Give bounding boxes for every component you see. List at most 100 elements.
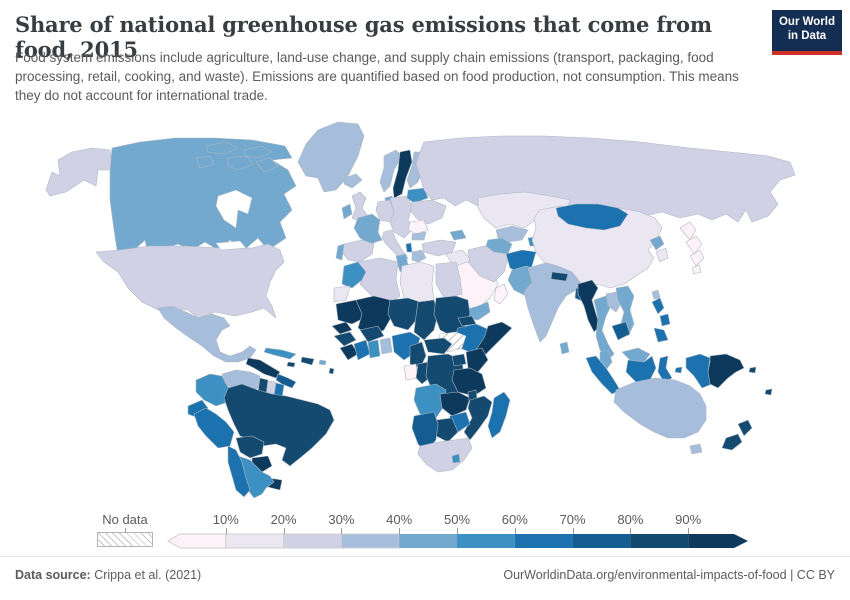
- legend-segment[interactable]: [572, 534, 631, 548]
- country-iceland[interactable]: [343, 173, 363, 189]
- country-kenya[interactable]: [465, 347, 489, 373]
- country-romania[interactable]: [407, 219, 429, 235]
- country-brazil[interactable]: [223, 383, 335, 467]
- country-central-african-republic[interactable]: [423, 337, 453, 355]
- country-turkey[interactable]: [421, 239, 457, 257]
- country-chile[interactable]: [227, 445, 251, 498]
- country-tanzania[interactable]: [451, 367, 487, 397]
- country-ghana[interactable]: [367, 339, 381, 359]
- country-niger[interactable]: [387, 297, 421, 331]
- country-ivory-coast[interactable]: [353, 339, 371, 361]
- country-cuba[interactable]: [263, 347, 297, 360]
- country-norway[interactable]: [379, 149, 403, 193]
- great-lakes: [215, 240, 247, 251]
- country-albania[interactable]: [405, 242, 413, 253]
- country-cameroon[interactable]: [409, 341, 427, 369]
- footer-separator: |: [790, 568, 794, 582]
- country-china[interactable]: [531, 205, 663, 291]
- country-lesser-antilles[interactable]: [328, 367, 335, 375]
- country-alaska[interactable]: [45, 147, 113, 197]
- legend-segment[interactable]: [514, 534, 573, 548]
- legend-tick-label: 30%: [328, 512, 355, 527]
- legend-segment[interactable]: [630, 534, 689, 548]
- legend-segment[interactable]: [399, 534, 457, 548]
- country-bulgaria[interactable]: [411, 231, 427, 241]
- country-somalia[interactable]: [475, 321, 513, 361]
- country-greenland[interactable]: [297, 121, 365, 193]
- legend-tick-label: 60%: [501, 512, 528, 527]
- owid-link[interactable]: OurWorldinData.org/environmental-impacts…: [503, 568, 787, 582]
- country-peru[interactable]: [193, 407, 235, 449]
- country-australia[interactable]: [613, 377, 707, 455]
- country-south-africa[interactable]: [417, 437, 473, 473]
- country-taiwan[interactable]: [651, 289, 661, 300]
- country-oman[interactable]: [493, 283, 509, 305]
- country-jamaica[interactable]: [286, 361, 296, 368]
- country-togo-benin[interactable]: [379, 337, 393, 355]
- country-usa[interactable]: [95, 243, 285, 319]
- country-egypt[interactable]: [435, 261, 463, 299]
- legend-tick-label: 50%: [443, 512, 471, 527]
- country-spain[interactable]: [341, 239, 375, 263]
- country-western-sahara[interactable]: [333, 285, 351, 303]
- country-sweden[interactable]: [392, 149, 413, 199]
- country-mongolia[interactable]: [555, 203, 629, 231]
- country-ukraine[interactable]: [409, 199, 447, 225]
- country-chad[interactable]: [413, 299, 439, 341]
- country-zambia[interactable]: [439, 391, 471, 417]
- country-canada-arctic-islands[interactable]: [195, 141, 279, 173]
- country-cambodia[interactable]: [611, 321, 631, 341]
- country-fiji[interactable]: [764, 388, 773, 396]
- country-solomon-islands[interactable]: [748, 366, 757, 374]
- country-belarus-baltics[interactable]: [406, 187, 429, 204]
- legend-segment[interactable]: [457, 534, 515, 548]
- country-central-europe[interactable]: [389, 195, 415, 239]
- legend-tick-mark: [399, 528, 401, 534]
- data-source: Data source: Crippa et al. (2021): [15, 568, 201, 582]
- country-papua-new-guinea[interactable]: [707, 353, 745, 389]
- country-uzbekistan[interactable]: [495, 225, 529, 243]
- country-sri-lanka[interactable]: [559, 341, 570, 355]
- legend-segment[interactable]: [340, 533, 400, 549]
- country-hispaniola[interactable]: [300, 356, 315, 366]
- country-angola[interactable]: [413, 383, 447, 419]
- country-costa-rica-panama[interactable]: [275, 373, 297, 389]
- legend-tick-mark: [572, 528, 574, 534]
- data-source-label: Data source:: [15, 568, 91, 582]
- legend-segment[interactable]: [167, 533, 227, 549]
- country-ireland[interactable]: [341, 203, 353, 220]
- country-guatemala-nicaragua[interactable]: [245, 357, 281, 379]
- country-mozambique[interactable]: [463, 395, 493, 441]
- legend-segment[interactable]: [225, 533, 285, 549]
- owid-logo-line2: in Data: [787, 29, 827, 42]
- country-nepal[interactable]: [550, 271, 569, 282]
- country-bolivia[interactable]: [235, 435, 265, 459]
- country-guinea[interactable]: [333, 331, 357, 347]
- country-south-korea[interactable]: [655, 247, 669, 263]
- legend-color-bar: [167, 533, 748, 549]
- legend-tick-label: 40%: [386, 512, 413, 527]
- country-venezuela[interactable]: [221, 369, 261, 393]
- country-puerto-rico[interactable]: [318, 359, 327, 366]
- country-canada[interactable]: [109, 137, 297, 257]
- country-france[interactable]: [353, 213, 383, 245]
- country-senegal[interactable]: [331, 321, 353, 335]
- legend-segment[interactable]: [688, 534, 748, 548]
- country-madagascar[interactable]: [487, 391, 511, 439]
- country-new-zealand[interactable]: [721, 419, 753, 451]
- legend-segment[interactable]: [283, 533, 342, 549]
- country-philippines[interactable]: [651, 297, 671, 343]
- no-data-swatch[interactable]: [97, 532, 153, 547]
- country-uganda[interactable]: [451, 353, 467, 367]
- country-vietnam[interactable]: [615, 285, 635, 337]
- country-greece[interactable]: [411, 249, 427, 263]
- country-mali[interactable]: [355, 295, 393, 337]
- country-japan[interactable]: [679, 221, 705, 275]
- country-mexico[interactable]: [157, 305, 257, 363]
- country-north-korea[interactable]: [649, 235, 665, 251]
- country-caucasus[interactable]: [449, 229, 467, 241]
- country-lesotho[interactable]: [451, 453, 461, 464]
- country-portugal[interactable]: [335, 243, 345, 261]
- country-burkina-faso[interactable]: [359, 325, 385, 343]
- legend-tick-label: 90%: [675, 512, 702, 527]
